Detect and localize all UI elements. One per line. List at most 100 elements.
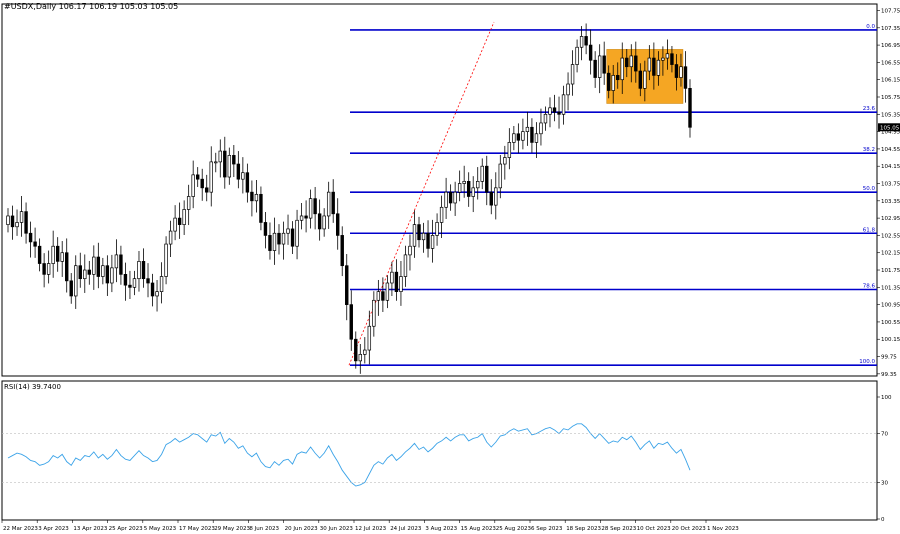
fib-label: 50.0 — [863, 186, 876, 192]
candle-body — [457, 183, 462, 193]
candle-body — [83, 269, 87, 280]
candle-body — [245, 172, 250, 193]
price-tick-label: 102.95 — [881, 216, 900, 222]
candle-body — [65, 252, 69, 282]
candle-body — [381, 291, 385, 301]
date-tick-label: 12 Jul 2023 — [355, 526, 387, 532]
candle — [616, 62, 620, 89]
candle — [19, 196, 24, 237]
candle — [476, 167, 480, 200]
price-tick-label: 106.95 — [881, 43, 900, 49]
candle-body — [462, 180, 466, 184]
candle-body — [74, 265, 78, 297]
candle — [128, 270, 132, 300]
candle-body — [453, 191, 457, 204]
candle-body — [485, 165, 489, 193]
candle-body — [186, 196, 191, 210]
current-price-label: 105.05 — [880, 125, 900, 131]
candle-body — [200, 178, 204, 189]
candle — [525, 111, 530, 146]
candle — [435, 213, 439, 246]
candle — [195, 167, 200, 187]
candle — [575, 39, 579, 73]
candle — [150, 273, 155, 307]
candle — [218, 139, 222, 178]
date-tick-label: 29 May 2023 — [214, 526, 250, 532]
candle — [385, 275, 390, 309]
candle-body — [494, 187, 498, 206]
candle — [331, 179, 335, 223]
candle-body — [616, 75, 620, 81]
candle — [552, 94, 557, 122]
date-tick-label: 15 Aug 2023 — [461, 526, 497, 532]
candle — [466, 172, 471, 207]
candle — [141, 248, 146, 288]
candle — [33, 227, 37, 258]
candle — [503, 145, 507, 180]
candle — [74, 255, 78, 309]
current-price-tag — [878, 123, 900, 132]
candle — [245, 163, 250, 203]
candle — [155, 279, 159, 312]
candle-body — [530, 126, 534, 143]
candle — [376, 279, 381, 316]
price-tick-label: 103.35 — [881, 199, 900, 205]
candle — [186, 184, 191, 226]
fib-label: 78.6 — [863, 283, 876, 289]
main-panel-border — [1, 3, 878, 377]
date-tick-label: 10 Oct 2023 — [637, 526, 672, 532]
candle-body — [408, 245, 412, 256]
candle — [620, 42, 624, 94]
candle — [119, 245, 123, 285]
date-tick-label: 25 Aug 2023 — [496, 526, 532, 532]
candle-body — [661, 57, 665, 61]
candle-body — [195, 174, 200, 180]
date-tick-label: 30 Jun 2023 — [320, 526, 354, 532]
candle-body — [638, 70, 643, 89]
candle — [345, 254, 349, 321]
candle — [191, 160, 195, 209]
candle — [534, 122, 539, 158]
candle-body — [426, 232, 430, 249]
candle — [570, 50, 575, 96]
candle-body — [96, 256, 101, 277]
candle-body — [448, 191, 453, 204]
candle-body — [51, 245, 55, 264]
date-tick-label: 5 May 2023 — [144, 526, 177, 532]
candle-body — [548, 107, 552, 115]
candle-body — [236, 163, 241, 180]
candle — [611, 64, 615, 104]
candle — [250, 180, 254, 217]
candle — [390, 261, 394, 296]
candle-body — [602, 55, 606, 74]
candle-body — [399, 276, 403, 293]
date-tick-label: 20 Oct 2023 — [672, 526, 707, 532]
candle-body — [33, 241, 37, 247]
candle — [272, 217, 277, 265]
candle — [539, 108, 543, 146]
candle-body — [254, 193, 259, 202]
date-tick-label: 18 Sep 2023 — [566, 526, 601, 532]
candle — [629, 44, 633, 83]
candle — [349, 290, 353, 351]
candle-body — [290, 228, 295, 247]
candle-body — [173, 217, 177, 232]
candle-body — [141, 261, 146, 280]
candle — [584, 23, 588, 55]
candle — [606, 65, 611, 99]
candle — [634, 41, 638, 83]
candle — [471, 176, 475, 213]
price-tick-label: 100.55 — [881, 320, 900, 326]
candle — [453, 181, 457, 216]
candle-body — [299, 215, 304, 221]
candle — [480, 158, 484, 190]
candle — [688, 79, 692, 138]
candle — [232, 145, 236, 178]
candle — [561, 85, 566, 125]
price-tick-label: 100.95 — [881, 303, 900, 309]
fib-label: 38.2 — [863, 147, 875, 153]
date-axis: 22 Mar 2023 3 Apr 2023 13 Apr 2023 25 Apr 2… — [1, 520, 739, 532]
candle-body — [354, 338, 358, 362]
candle-body — [331, 191, 335, 215]
candle — [512, 125, 516, 151]
